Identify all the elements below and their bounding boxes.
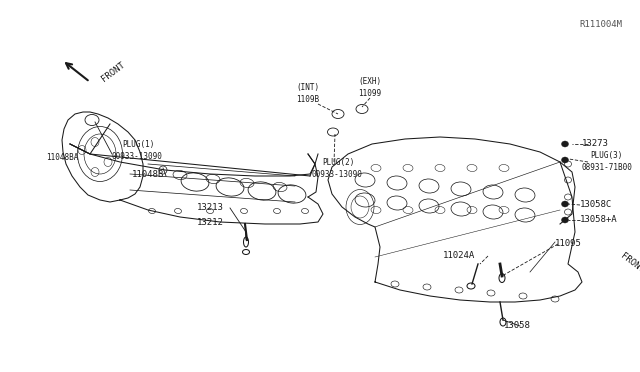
- Text: 1109B: 1109B: [296, 95, 319, 104]
- Text: 13212: 13212: [197, 218, 224, 227]
- Text: (INT): (INT): [296, 83, 319, 92]
- Text: 00933-13090: 00933-13090: [112, 152, 163, 161]
- Text: 13058: 13058: [504, 321, 531, 330]
- Text: PLUG(3): PLUG(3): [590, 151, 622, 160]
- Ellipse shape: [561, 201, 568, 207]
- Text: PLUG(1): PLUG(1): [122, 140, 154, 149]
- Text: 11048BA: 11048BA: [46, 153, 78, 162]
- Text: FRONT: FRONT: [100, 60, 127, 84]
- Text: FRONT: FRONT: [619, 251, 640, 275]
- Ellipse shape: [561, 217, 568, 223]
- Text: 11048B: 11048B: [132, 170, 164, 179]
- Text: PLUG(2): PLUG(2): [322, 158, 355, 167]
- Text: 13058+A: 13058+A: [580, 215, 618, 224]
- Text: 11024A: 11024A: [443, 251, 476, 260]
- Text: 11095: 11095: [555, 239, 582, 248]
- Text: 08931-71B00: 08931-71B00: [582, 163, 633, 172]
- Ellipse shape: [561, 141, 568, 147]
- Text: 13273: 13273: [582, 139, 609, 148]
- Text: 13058C: 13058C: [580, 200, 612, 209]
- Text: 13213: 13213: [197, 203, 224, 212]
- Text: (EXH): (EXH): [358, 77, 381, 86]
- Ellipse shape: [561, 157, 568, 163]
- Text: R111004M: R111004M: [579, 20, 622, 29]
- Text: 00933-13090: 00933-13090: [312, 170, 363, 179]
- Text: 11099: 11099: [358, 89, 381, 98]
